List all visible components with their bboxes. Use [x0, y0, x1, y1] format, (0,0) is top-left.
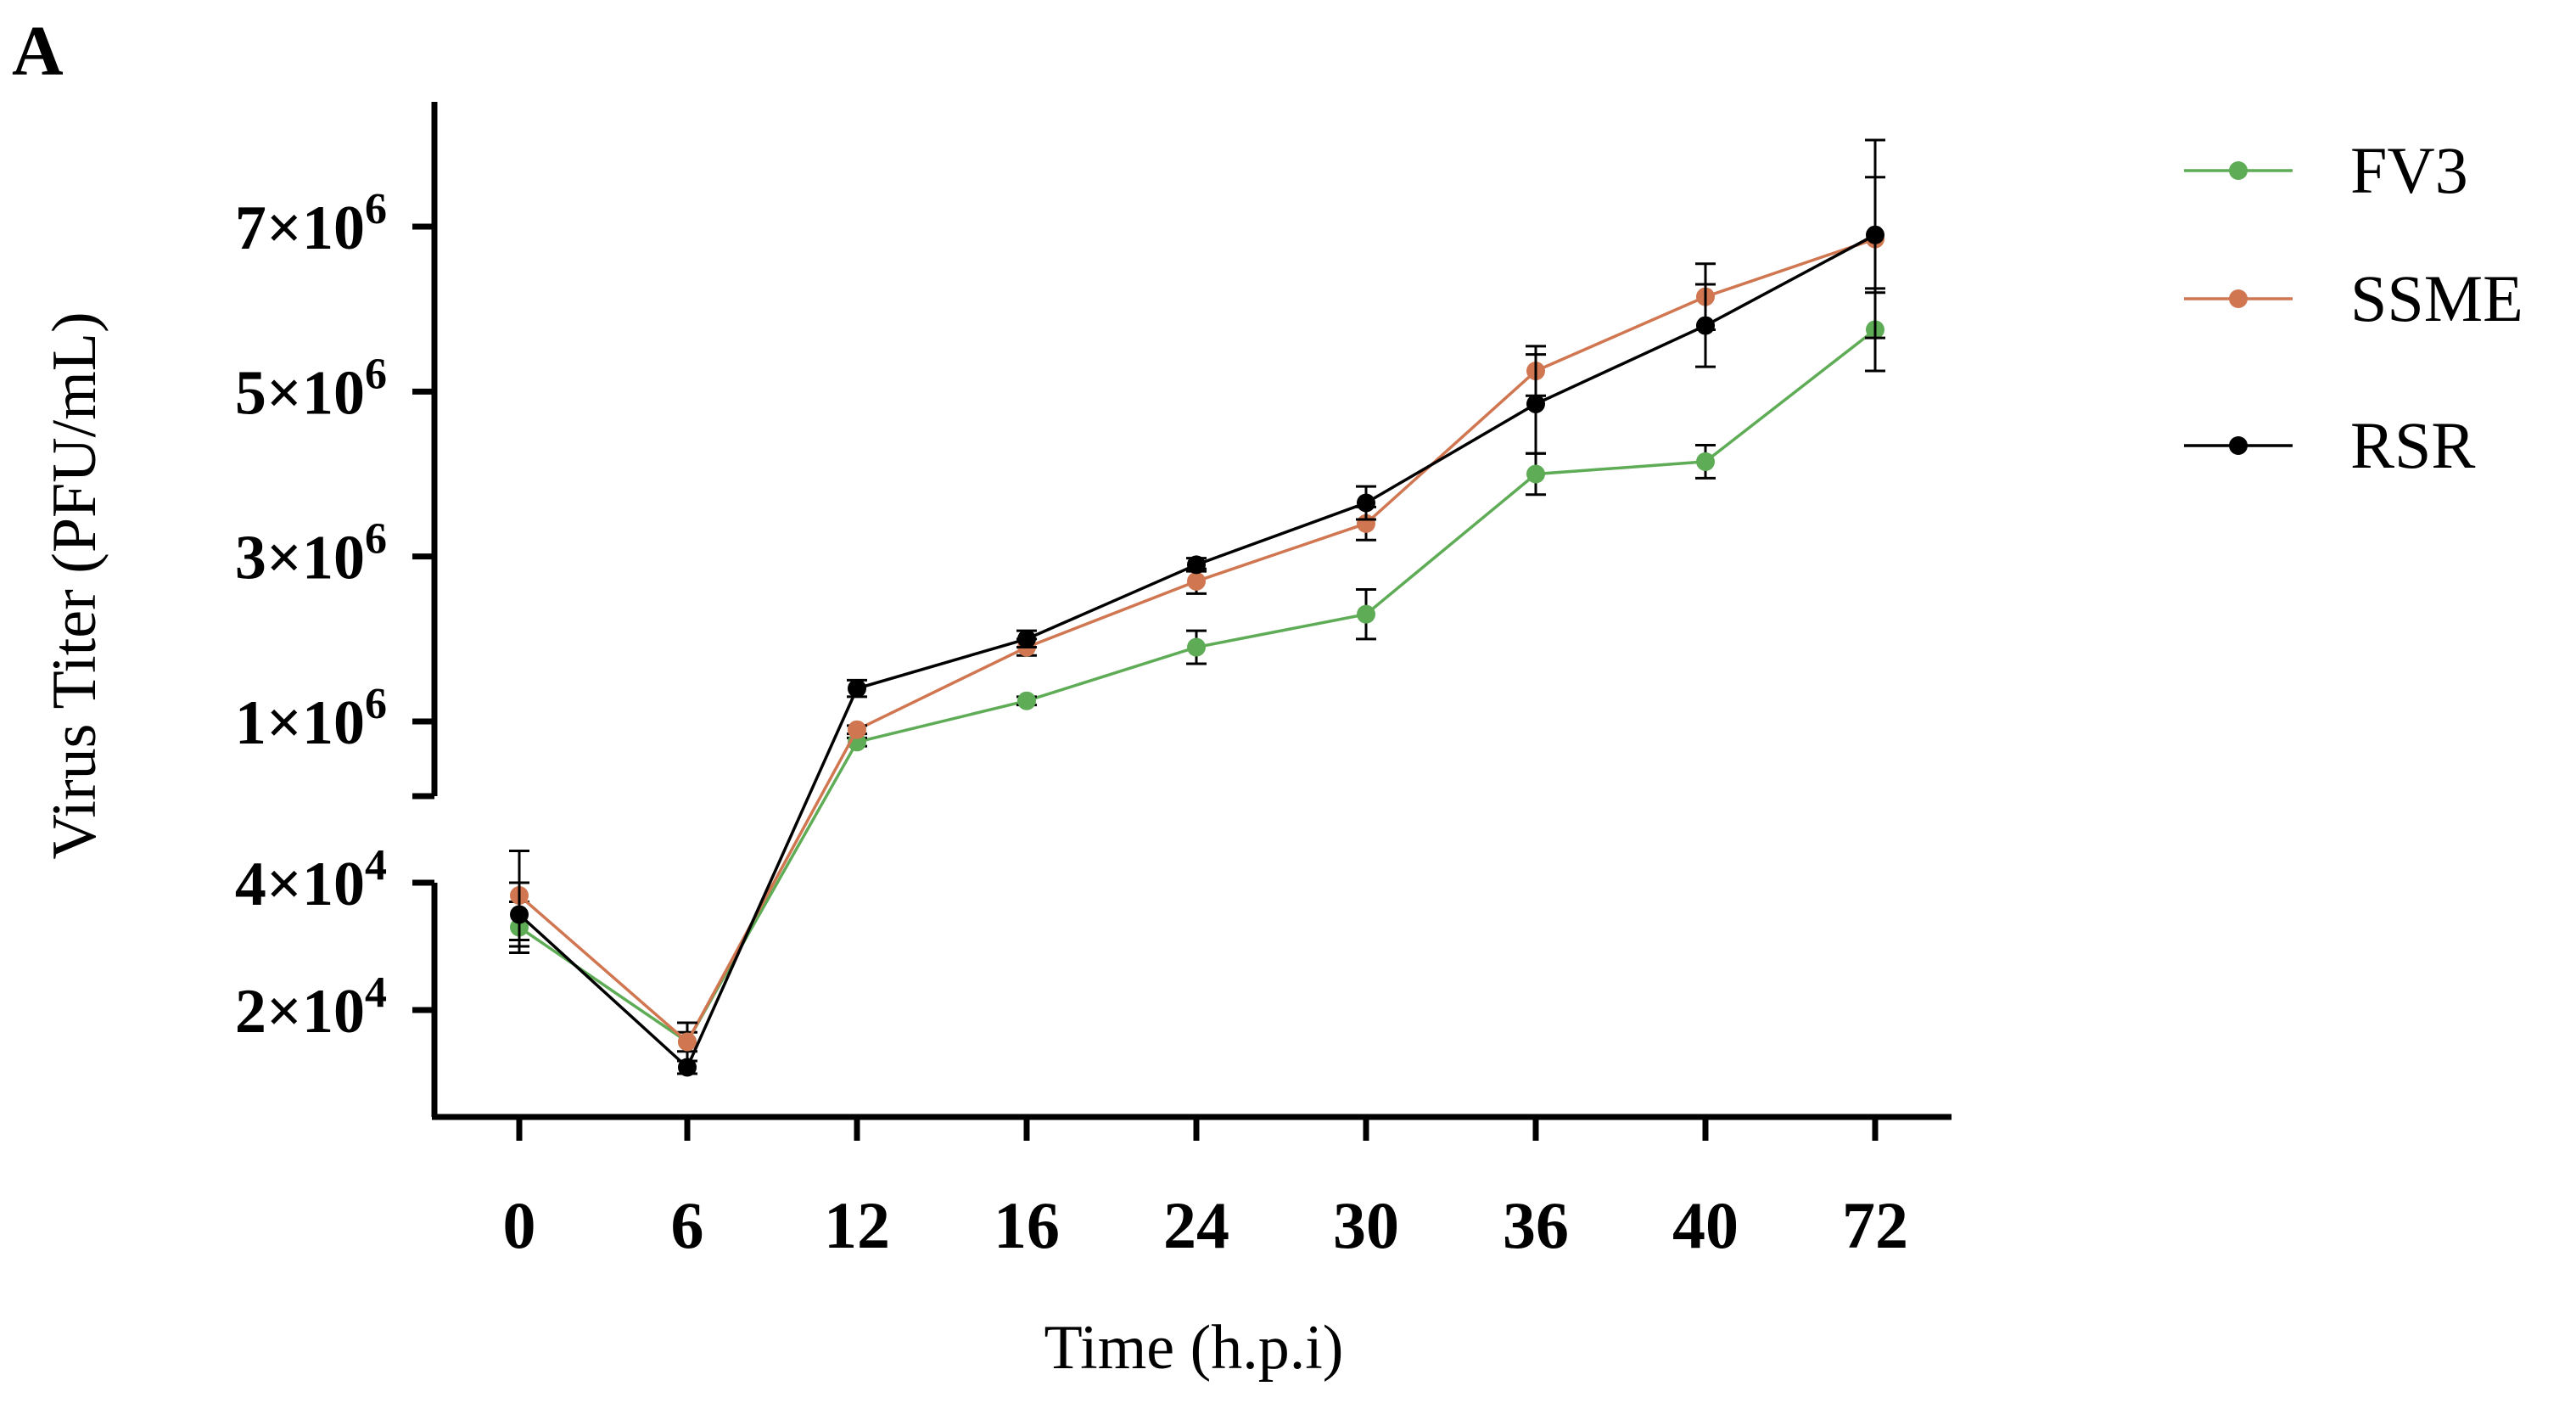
y-tick-label: 7×106 — [235, 185, 387, 263]
legend-label: RSR — [2350, 408, 2475, 482]
x-tick-label: 40 — [1672, 1188, 1739, 1262]
data-point — [1357, 493, 1375, 513]
x-tick-label: 16 — [994, 1188, 1060, 1262]
y-ticks: 7×106 5×106 3×106 1×106 4×104 2×104 — [235, 185, 434, 1047]
x-tick-label: 36 — [1503, 1188, 1569, 1262]
data-point — [1526, 464, 1545, 484]
data-point — [848, 679, 866, 699]
data-point — [1187, 555, 1206, 575]
series-rsr — [509, 176, 1885, 1077]
series-line — [518, 328, 1877, 1045]
legend-marker — [2229, 436, 2248, 455]
x-ticks: 0 6 12 16 24 30 36 40 72 — [503, 1117, 1908, 1262]
data-point — [1017, 629, 1036, 648]
y-tick-label: 1×106 — [235, 680, 387, 758]
legend-label: SSME — [2350, 261, 2523, 335]
legend-marker — [2229, 161, 2248, 180]
y-tick-label: 2×104 — [235, 968, 387, 1047]
data-point — [1187, 637, 1206, 657]
data-point — [678, 1032, 697, 1052]
data-point — [1017, 691, 1036, 710]
x-tick-label: 0 — [503, 1188, 536, 1262]
x-tick-label: 72 — [1842, 1188, 1908, 1262]
data-point — [678, 1058, 697, 1077]
y-tick-label: 4×104 — [235, 841, 387, 919]
x-tick-label: 6 — [671, 1188, 704, 1262]
data-point — [848, 720, 866, 739]
data-point — [1696, 452, 1715, 471]
plot-area — [509, 138, 1885, 1077]
data-point — [510, 905, 529, 924]
data-point — [1187, 571, 1206, 591]
panel-label: A — [12, 12, 64, 91]
legend-marker — [2229, 289, 2248, 308]
data-point — [1866, 225, 1884, 244]
x-axis-label: Time (h.p.i) — [1044, 1313, 1344, 1383]
axes — [412, 102, 1952, 1120]
y-axis-label: Virus Titer (PFU/mL) — [40, 311, 109, 859]
y-tick-label: 3×106 — [235, 515, 387, 593]
series-ssme — [509, 138, 1885, 1063]
x-tick-label: 12 — [824, 1188, 890, 1262]
data-point — [1357, 604, 1375, 624]
legend-item-rsr: RSR — [2184, 408, 2475, 482]
x-tick-label: 30 — [1333, 1188, 1399, 1262]
y-tick-label: 5×106 — [235, 350, 387, 428]
x-tick-label: 24 — [1163, 1188, 1229, 1262]
data-point — [1696, 316, 1715, 335]
series-fv3 — [509, 287, 1885, 1053]
legend: FV3 SSME RSR — [2184, 133, 2523, 482]
data-point — [1526, 394, 1545, 413]
legend-item-ssme: SSME — [2184, 261, 2523, 335]
legend-label: FV3 — [2350, 133, 2468, 207]
legend-item-fv3: FV3 — [2184, 133, 2468, 207]
